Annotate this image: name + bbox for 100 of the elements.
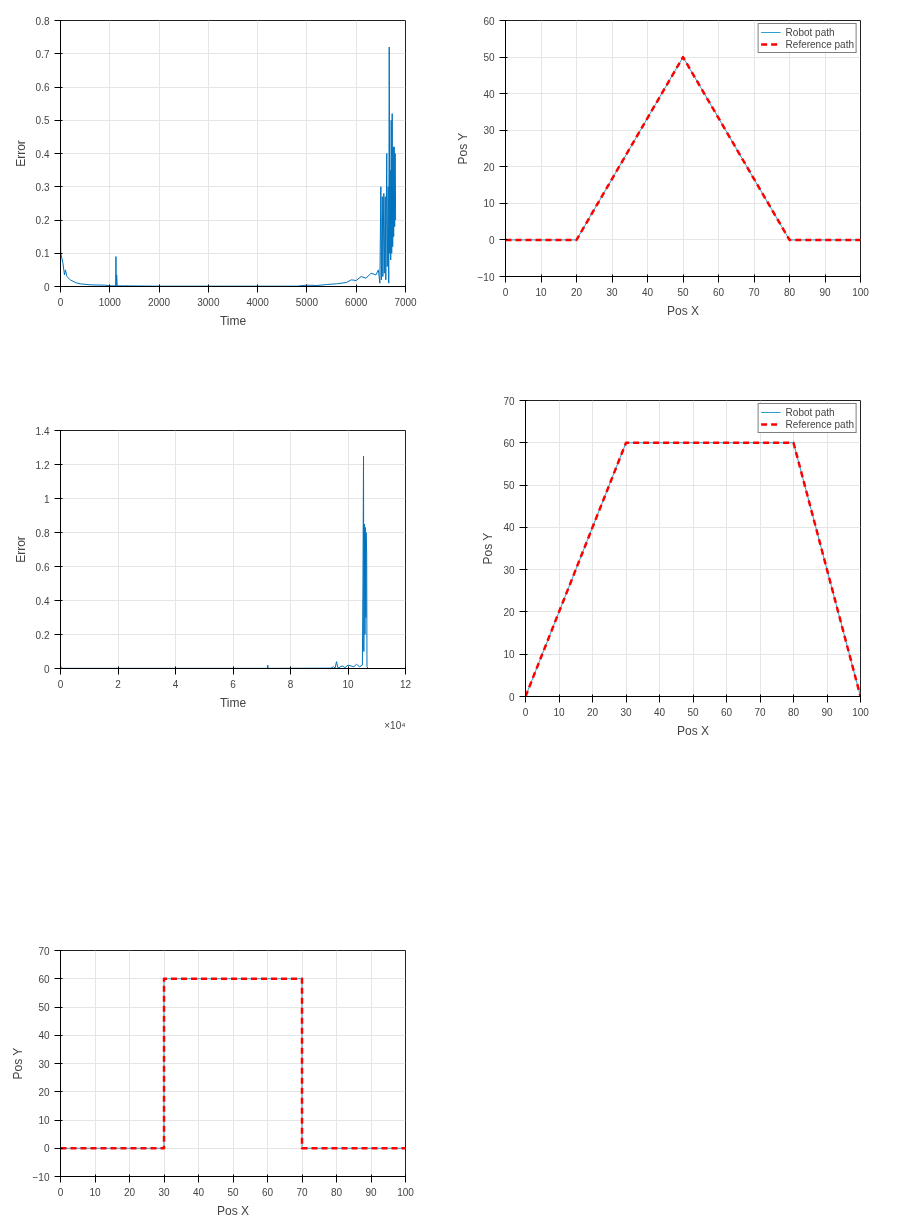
text: ×10⁴ — [384, 719, 406, 731]
line-series — [60, 46, 397, 287]
x-tick-label: 10 — [535, 286, 547, 298]
x-tick-label: 4 — [172, 678, 179, 690]
x-tick-label: 50 — [227, 1186, 239, 1198]
y-tick-label: 0.2 — [35, 215, 50, 226]
y-tick-label: 1 — [43, 493, 50, 505]
y-tick-label: 30 — [483, 125, 495, 137]
x-tick-label: 90 — [365, 1186, 377, 1198]
x-axis-title: Pos X — [676, 723, 710, 738]
x-tick-label: 100 — [852, 706, 870, 718]
x-tick-label: 8 — [287, 678, 294, 690]
y-tick-label: 20 — [503, 606, 515, 618]
y-tick-label: 60 — [503, 437, 515, 449]
x-tick-label: 6 — [230, 678, 237, 690]
y-tick-label: 0.4 — [35, 595, 50, 607]
x-tick-label: 3000 — [197, 296, 220, 308]
y-axis-title: Pos Y — [10, 1047, 25, 1080]
x-tick-label: 5000 — [295, 296, 319, 308]
y-axis-title: Error — [13, 140, 28, 167]
x-tick-label: 10 — [89, 1186, 101, 1198]
y-tick-label: 0 — [43, 663, 50, 675]
x-tick-label: 50 — [677, 286, 689, 298]
x-tick-label: 100 — [852, 286, 870, 298]
x-tick-label: 0 — [57, 296, 64, 308]
x-tick-label: 0 — [57, 678, 64, 690]
x-tick-label: 1000 — [98, 296, 122, 308]
y-tick-label: 30 — [503, 564, 515, 576]
y-tick-label: 20 — [483, 161, 495, 173]
y-axis-title: Pos Y — [455, 132, 470, 165]
y-tick-label: 20 — [38, 1086, 50, 1098]
y-tick-label: 50 — [38, 1002, 50, 1013]
x-tick-label: 90 — [821, 706, 833, 718]
y-tick-label: 40 — [503, 522, 515, 534]
y-tick-label: 0.8 — [35, 527, 50, 539]
y-tick-label: 0.2 — [35, 629, 50, 641]
y-tick-label: 60 — [38, 973, 50, 985]
y-tick-label: 1.4 — [35, 425, 50, 437]
x-tick-label: 4000 — [246, 296, 270, 308]
x-tick-label: 2000 — [147, 296, 171, 308]
y-axis-title: Pos Y — [481, 532, 496, 565]
x-tick-label: 60 — [261, 1186, 274, 1198]
x-tick-label: 80 — [783, 286, 796, 298]
y-tick-label: 0.6 — [35, 561, 50, 573]
y-tick-label: 50 — [503, 480, 515, 492]
legend-label: Reference path — [785, 38, 854, 50]
x-axis-title: Pos X — [666, 303, 700, 318]
legend-label: Robot path — [785, 406, 835, 418]
x-tick-label: 70 — [748, 286, 760, 298]
y-tick-label: 0.5 — [35, 115, 50, 127]
y-tick-label: 0.1 — [35, 248, 50, 260]
y-axis-title: Error — [13, 536, 28, 563]
y-tick-label: 40 — [483, 88, 495, 100]
x-tick-label: 10 — [342, 678, 354, 690]
y-tick-label: 50 — [483, 52, 495, 64]
y-tick-label: 0 — [508, 691, 515, 703]
x-tick-label: 7000 — [394, 296, 418, 308]
legend-label: Reference path — [785, 418, 854, 430]
y-tick-label: 30 — [38, 1058, 50, 1070]
y-tick-label: 0.6 — [35, 82, 50, 93]
y-tick-label: 10 — [483, 198, 495, 210]
x-tick-label: 40 — [192, 1186, 205, 1198]
x-tick-label: 2 — [115, 678, 122, 690]
x-tick-label: 12 — [399, 678, 412, 690]
x-tick-label: 30 — [620, 706, 632, 718]
x-tick-label: 80 — [787, 706, 800, 718]
x-tick-label: 0 — [57, 1186, 64, 1198]
x-tick-label: 10 — [553, 706, 565, 718]
y-tick-label: 60 — [483, 15, 495, 27]
x-tick-label: 20 — [123, 1186, 136, 1198]
legend-label: Robot path — [785, 26, 835, 38]
x-axis-title: Time — [219, 695, 247, 710]
y-tick-label: 10 — [38, 1115, 50, 1126]
y-tick-label: 10 — [503, 649, 515, 661]
y-tick-label: 0 — [43, 1143, 50, 1155]
x-axis-title: Pos X — [216, 1203, 250, 1218]
y-tick-label: 1.2 — [35, 459, 50, 471]
x-tick-label: 40 — [641, 286, 654, 298]
x-tick-label: 20 — [586, 706, 599, 718]
y-tick-label: 70 — [38, 945, 50, 957]
x-tick-label: 40 — [653, 706, 666, 718]
y-tick-label: 40 — [38, 1030, 50, 1042]
y-tick-label: 0 — [488, 234, 495, 246]
x-tick-label: 70 — [296, 1186, 308, 1198]
x-tick-label: 30 — [606, 286, 618, 298]
x-tick-label: 60 — [720, 706, 733, 718]
y-tick-label: 0.4 — [35, 148, 50, 160]
y-tick-label: 0.3 — [35, 181, 50, 193]
x-tick-label: 0 — [522, 706, 529, 718]
y-tick-label: 0.8 — [35, 15, 50, 27]
x-axis-title: Time — [219, 313, 247, 328]
x-tick-label: 30 — [158, 1186, 170, 1198]
x-tick-label: 70 — [754, 706, 766, 718]
x-tick-label: 60 — [712, 286, 725, 298]
x-tick-label: 20 — [570, 286, 583, 298]
x-tick-label: 100 — [397, 1186, 415, 1198]
y-tick-label: 0.7 — [35, 48, 50, 60]
y-tick-label: −10 — [32, 1171, 50, 1183]
x-tick-label: 90 — [819, 286, 831, 298]
y-tick-label: −10 — [477, 271, 495, 283]
